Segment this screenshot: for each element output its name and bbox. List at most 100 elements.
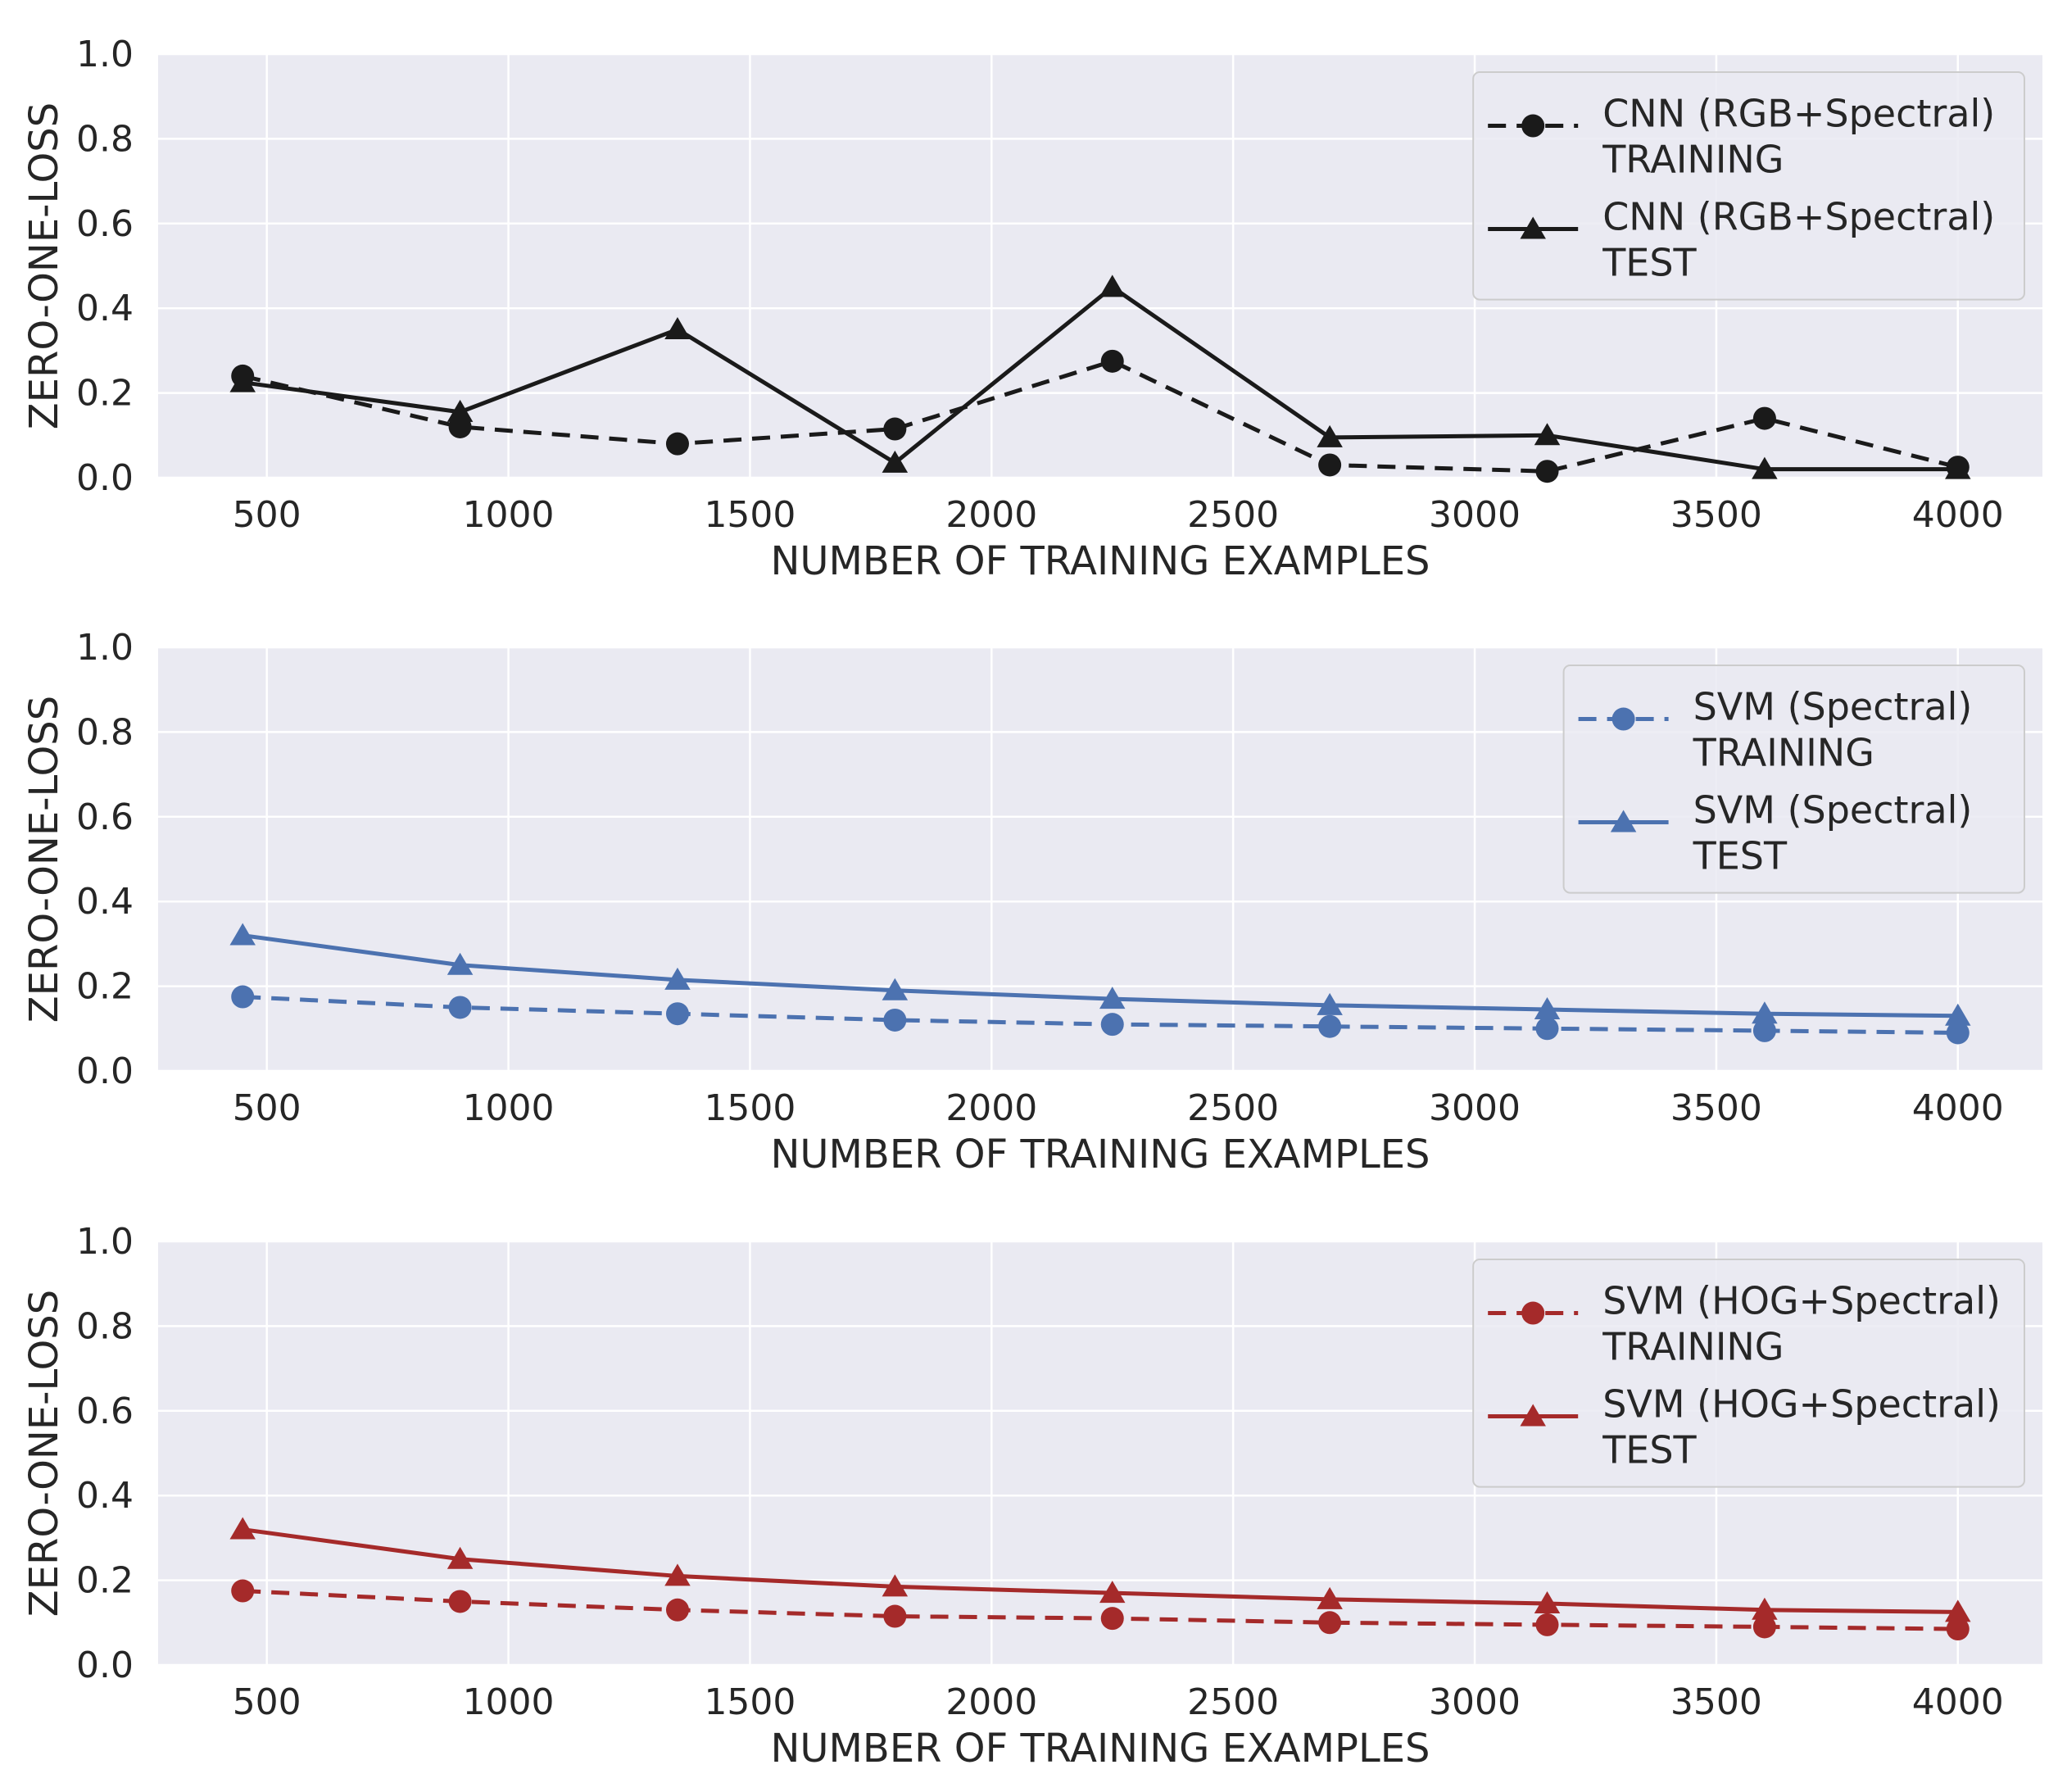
data-point-triangle [882, 450, 909, 473]
data-point-circle [883, 417, 907, 441]
legend-label: CNN (RGB+Spectral) [1602, 92, 1995, 136]
legend-marker-circle [1611, 707, 1635, 731]
data-point-triangle [882, 1574, 909, 1597]
x-tick-label: 2000 [945, 1681, 1037, 1723]
data-point-circle [1535, 1017, 1559, 1041]
y-tick-label: 0.4 [76, 881, 134, 923]
x-tick-label: 500 [233, 1681, 301, 1723]
x-tick-label: 2500 [1187, 1087, 1279, 1129]
x-tick-label: 2000 [945, 494, 1037, 536]
x-tick-label: 2000 [945, 1087, 1037, 1129]
data-point-triangle [1099, 274, 1126, 297]
data-point-triangle [664, 317, 691, 340]
data-point-triangle [664, 967, 691, 990]
y-tick-label: 0.4 [76, 288, 134, 329]
y-tick-label: 0.4 [76, 1475, 134, 1517]
data-point-circle [665, 1598, 689, 1622]
x-tick-label: 1000 [463, 1681, 555, 1723]
x-tick-label: 500 [233, 1087, 301, 1129]
y-tick-label: 1.0 [76, 34, 134, 75]
data-point-circle [665, 432, 689, 456]
legend-marker-circle [1521, 1301, 1545, 1325]
y-tick-label: 0.0 [76, 457, 134, 499]
legend-label: TRAINING [1602, 1325, 1784, 1369]
data-point-triangle [1099, 1581, 1126, 1604]
y-tick-label: 0.8 [76, 118, 134, 160]
data-point-circle [1752, 406, 1776, 430]
x-axis-label: NUMBER OF TRAINING EXAMPLES [770, 1726, 1430, 1772]
data-point-circle [1100, 1607, 1124, 1631]
data-point-circle [231, 1579, 255, 1603]
legend-label: SVM (HOG+Spectral) [1602, 1382, 2001, 1427]
y-tick-label: 0.6 [76, 796, 134, 838]
y-tick-label: 0.6 [76, 203, 134, 245]
y-tick-label: 0.8 [76, 1305, 134, 1347]
legend-label: TEST [1693, 834, 1788, 878]
data-point-circle [1318, 1014, 1342, 1038]
data-point-triangle [1945, 1599, 1971, 1622]
subplot-1: 0.0 0.2 0.4 0.6 0.8 1.0 500 1000 1500 2000 2500 300… [21, 34, 2042, 584]
data-point-triangle [1534, 423, 1561, 446]
data-point-circle [1946, 1617, 1970, 1641]
x-tick-label: 4000 [1912, 494, 2004, 536]
legend-label: TRAINING [1693, 731, 1874, 775]
data-point-triangle [229, 370, 256, 392]
x-tick-label: 500 [233, 494, 301, 536]
legend-label: SVM (Spectral) [1693, 685, 1973, 729]
legend-marker-circle [1521, 114, 1545, 138]
data-point-circle [1535, 1613, 1559, 1636]
legend-label: SVM (Spectral) [1693, 788, 1973, 832]
legend-label: TRAINING [1602, 138, 1784, 182]
legend-label: TEST [1602, 241, 1697, 285]
legend-label: CNN (RGB+Spectral) [1602, 195, 1995, 239]
data-point-circle [1100, 349, 1124, 373]
y-tick-label: 0.6 [76, 1391, 134, 1432]
series-line [242, 359, 1959, 474]
data-point-triangle [1534, 997, 1561, 1020]
data-point-triangle [446, 1546, 474, 1569]
x-tick-label: 3500 [1670, 1681, 1762, 1723]
data-point-circle [883, 1008, 907, 1032]
y-tick-label: 1.0 [76, 627, 134, 669]
legend-box [1562, 665, 2025, 894]
data-point-circle [665, 1002, 689, 1026]
data-point-triangle [229, 1517, 256, 1540]
y-tick-label: 1.0 [76, 1221, 134, 1263]
x-axis-label: NUMBER OF TRAINING EXAMPLES [770, 538, 1430, 584]
legend-marker-triangle [1520, 1404, 1546, 1427]
data-point-triangle [229, 923, 256, 946]
legend-marker-triangle [1610, 810, 1637, 832]
y-tick-label: 0.2 [76, 966, 134, 1008]
x-tick-label: 2500 [1187, 494, 1279, 536]
data-point-circle [1752, 1018, 1776, 1042]
legend-label: TEST [1602, 1428, 1697, 1472]
y-tick-label: 0.0 [76, 1645, 134, 1686]
subplot-2: 0.0 0.2 0.4 0.6 0.8 1.0 500 1000 1500 2000 2500 300… [21, 627, 2042, 1177]
y-tick-label: 0.8 [76, 711, 134, 753]
x-tick-label: 4000 [1912, 1681, 2004, 1723]
data-point-circle [1946, 1021, 1970, 1045]
legend-box [1472, 1259, 2025, 1488]
subplot-3: 0.0 0.2 0.4 0.6 0.8 1.0 500 1000 1500 2000 2500 300… [21, 1221, 2042, 1772]
data-point-triangle [1317, 1586, 1343, 1609]
data-point-circle [1752, 1615, 1776, 1639]
data-point-triangle [1752, 1597, 1778, 1620]
data-point-circle [1535, 460, 1559, 483]
x-tick-label: 1000 [463, 494, 555, 536]
y-tick-label: 0.2 [76, 373, 134, 415]
data-point-triangle [1317, 424, 1343, 447]
data-point-circle [1100, 1013, 1124, 1037]
legend-label: SVM (HOG+Spectral) [1602, 1279, 2001, 1323]
data-point-circle [1318, 453, 1342, 477]
x-tick-label: 3500 [1670, 494, 1762, 536]
data-point-triangle [1752, 456, 1778, 479]
data-point-triangle [446, 399, 474, 422]
x-tick-label: 1500 [704, 1681, 796, 1723]
data-point-triangle [882, 978, 909, 1000]
x-tick-label: 2500 [1187, 1681, 1279, 1723]
legend-box [1472, 71, 2025, 301]
x-tick-label: 3000 [1429, 494, 1521, 536]
x-tick-label: 3000 [1429, 1681, 1521, 1723]
